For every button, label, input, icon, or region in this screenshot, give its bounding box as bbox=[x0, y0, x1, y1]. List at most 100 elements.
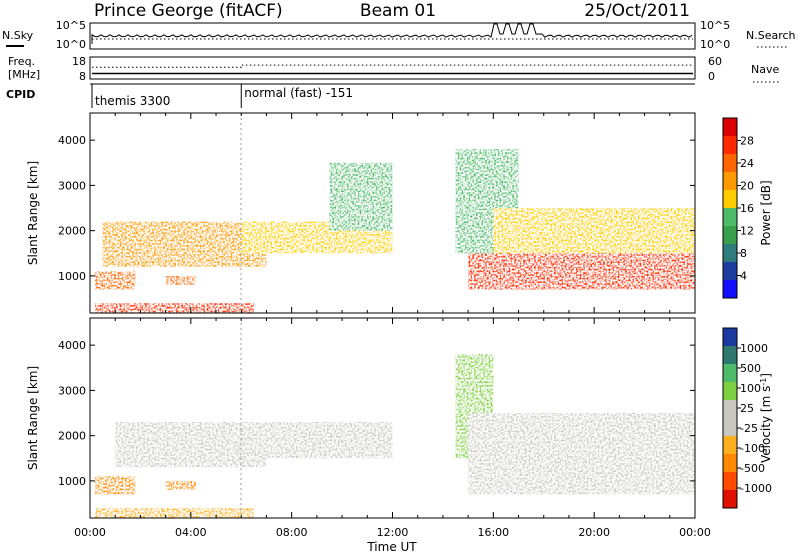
velocity-cbar-tick-label: -1000 bbox=[740, 482, 772, 495]
power-cbar-swatch bbox=[723, 280, 737, 299]
nsearch-tick-top: 10^5 bbox=[700, 19, 730, 32]
x-tick-label: 12:00 bbox=[377, 526, 409, 539]
velocity-panel: 1000 2000 3000 4000 Slant Range [km] 1000 50… bbox=[26, 317, 773, 519]
power-cbar-swatch bbox=[723, 190, 737, 209]
x-tick-label: 00:00 bbox=[74, 526, 106, 539]
x-tick-label: 16:00 bbox=[477, 526, 509, 539]
power-echo-band-7 bbox=[468, 253, 695, 290]
nave-label: Nave bbox=[751, 63, 779, 76]
velocity-y-ticks: 1000 2000 3000 4000 bbox=[58, 339, 695, 488]
power-echo-band-8 bbox=[493, 208, 695, 254]
velocity-cbar-tick-label: -25 bbox=[740, 422, 758, 435]
power-echoes bbox=[95, 149, 695, 313]
velocity-cbar-label-end: ] bbox=[759, 373, 773, 378]
velocity-cbar-label: Velocity [m s-1] bbox=[759, 373, 773, 463]
power-echo-band-1 bbox=[95, 271, 136, 290]
velocity-ytick-label: 2000 bbox=[58, 430, 86, 443]
power-cbar-tick-label: 28 bbox=[740, 135, 754, 148]
velocity-cbar-swatch bbox=[723, 364, 737, 383]
power-ylabel: Slant Range [km] bbox=[26, 161, 40, 265]
x-tick-labels: 00:00 04:00 08:00 12:00 16:00 20:00 00:00 bbox=[74, 526, 711, 539]
velocity-cbar-tick-label: -500 bbox=[740, 462, 765, 475]
velocity-cbar-swatch bbox=[723, 472, 737, 491]
x-tick-label: 20:00 bbox=[578, 526, 610, 539]
power-colorbar: 28 24 20 16 12 8 4 bbox=[722, 117, 754, 299]
velocity-cbar-swatch bbox=[723, 346, 737, 365]
nsky-tick-bottom: 10^0 bbox=[56, 38, 86, 51]
velocity-cbar-swatch bbox=[723, 436, 737, 455]
velocity-cbar-swatch bbox=[723, 400, 737, 419]
cpid-panel: CPID themis 3300 normal (fast) -151 bbox=[6, 83, 695, 108]
cpid-segment-2: normal (fast) -151 bbox=[244, 86, 353, 100]
freq-nave-panel: Freq. [MHz] 18 8 60 0 Nave bbox=[8, 55, 781, 83]
power-ytick-label: 1000 bbox=[58, 270, 86, 283]
velocity-cbar-tick-label: 1000 bbox=[740, 342, 768, 355]
power-ytick-label: 2000 bbox=[58, 225, 86, 238]
velocity-cbar-tick-label: 500 bbox=[740, 362, 761, 375]
x-tick-label: 00:00 bbox=[679, 526, 711, 539]
power-y-ticks: 1000 2000 3000 4000 bbox=[58, 134, 695, 283]
x-tick-label: 08:00 bbox=[276, 526, 308, 539]
velocity-echo-band-6 bbox=[468, 413, 695, 495]
velocity-cbar-swatch bbox=[723, 328, 737, 347]
power-x-ticks bbox=[89, 113, 696, 313]
velocity-cbar-swatch bbox=[723, 490, 737, 509]
power-cbar-tick-label: 24 bbox=[740, 157, 754, 170]
nsky-label: N.Sky bbox=[2, 29, 34, 42]
power-cbar-tick-label: 20 bbox=[740, 180, 754, 193]
x-tick-label: 04:00 bbox=[175, 526, 207, 539]
velocity-cbar-label-main: Velocity [m s bbox=[759, 386, 773, 463]
velocity-cbar-swatch bbox=[723, 418, 737, 437]
power-echo-band-3 bbox=[102, 221, 267, 267]
power-panel: 1000 2000 3000 4000 Slant Range [km] 28 24 20… bbox=[26, 112, 773, 314]
power-cbar-swatch bbox=[723, 226, 737, 245]
power-cbar-swatch bbox=[723, 244, 737, 263]
power-ytick-label: 3000 bbox=[58, 179, 86, 192]
freq-unit-label: [MHz] bbox=[8, 68, 40, 81]
freq-tick-bottom: 8 bbox=[79, 70, 86, 83]
power-cbar-label: Power [dB] bbox=[759, 180, 773, 245]
velocity-ytick-label: 3000 bbox=[58, 384, 86, 397]
power-ytick-label: 4000 bbox=[58, 134, 86, 147]
sky-search-panel: N.Sky 10^5 10^0 10^5 10^0 N.Search bbox=[2, 19, 796, 51]
power-cbar-tick-label: 8 bbox=[740, 247, 747, 260]
power-echo-band-0 bbox=[95, 303, 254, 313]
velocity-cbar-frame bbox=[722, 327, 738, 509]
power-cbar-swatch bbox=[723, 118, 737, 137]
cpid-label: CPID bbox=[6, 88, 35, 101]
velocity-cbar-label-sup: -1 bbox=[759, 378, 768, 386]
velocity-ylabel: Slant Range [km] bbox=[26, 366, 40, 470]
power-echo-band-5 bbox=[329, 162, 393, 231]
power-cbar-tick-label: 16 bbox=[740, 202, 754, 215]
power-cbar-swatch bbox=[723, 154, 737, 173]
power-cbar-swatch bbox=[723, 262, 737, 281]
power-cbar-swatch bbox=[723, 172, 737, 191]
nsky-tick-top: 10^5 bbox=[56, 19, 86, 32]
velocity-cbar-swatch bbox=[723, 454, 737, 473]
date-title: 25/Oct/2011 bbox=[584, 1, 690, 21]
nsearch-label: N.Search bbox=[746, 29, 796, 42]
velocity-echo-band-0 bbox=[95, 508, 254, 518]
velocity-cbar-tick-label: 25 bbox=[740, 402, 754, 415]
power-cbar-tick-label: 4 bbox=[740, 270, 747, 283]
freq-tick-top: 18 bbox=[72, 55, 86, 68]
nave-tick-bottom: 0 bbox=[708, 70, 715, 83]
x-axis-label: Time UT bbox=[366, 540, 417, 554]
power-echo-band-2 bbox=[165, 275, 196, 285]
cpid-segment-1: themis 3300 bbox=[95, 94, 170, 108]
velocity-echo-band-2 bbox=[165, 480, 196, 490]
velocity-echo-band-4 bbox=[241, 422, 393, 459]
power-cbar-swatch bbox=[723, 136, 737, 155]
beam-title: Beam 01 bbox=[360, 1, 436, 21]
nsky-trace bbox=[91, 23, 693, 44]
velocity-cbar-tick-label: 100 bbox=[740, 382, 761, 395]
velocity-ytick-label: 1000 bbox=[58, 475, 86, 488]
freq-label: Freq. bbox=[8, 55, 35, 68]
velocity-ytick-label: 4000 bbox=[58, 339, 86, 352]
freq-panel-frame bbox=[89, 56, 696, 80]
nave-trace bbox=[92, 64, 693, 68]
power-cbar-swatch bbox=[723, 208, 737, 227]
power-cbar-tick-label: 12 bbox=[740, 225, 754, 238]
sky-panel-frame bbox=[89, 22, 696, 50]
